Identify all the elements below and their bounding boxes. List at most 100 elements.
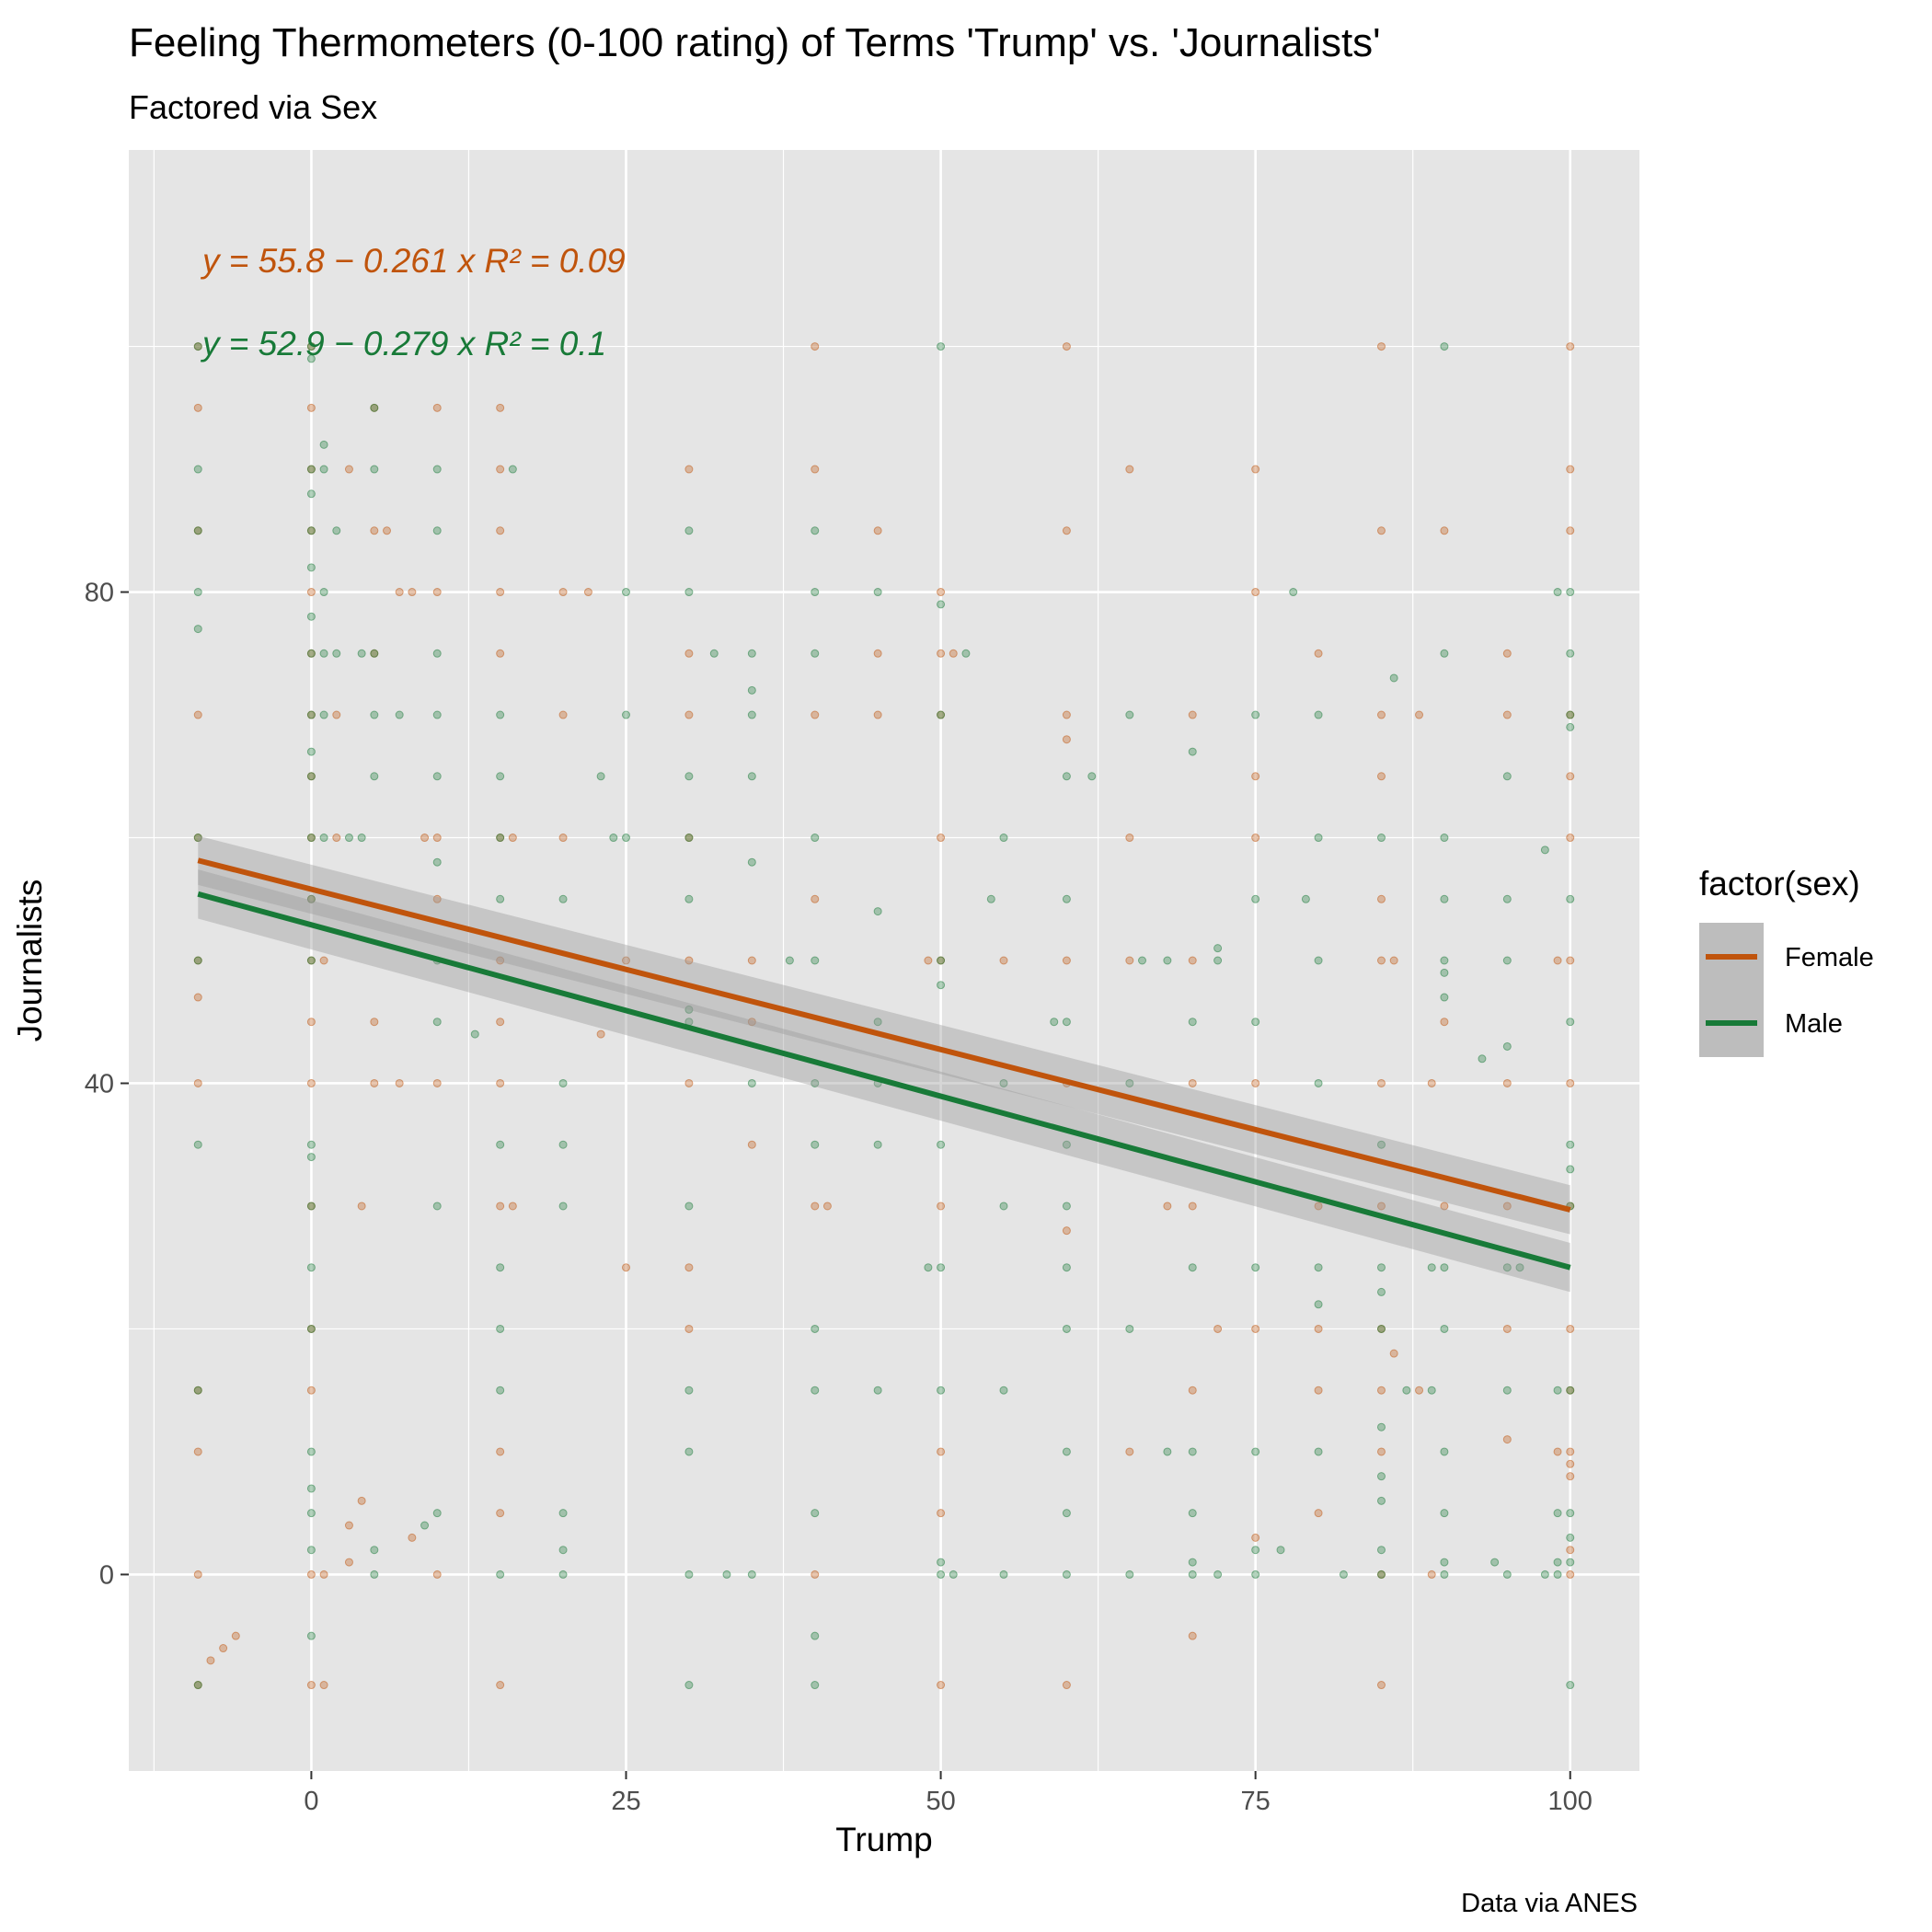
data-point-male xyxy=(684,1005,694,1014)
data-point-male xyxy=(1566,894,1575,903)
data-point-male xyxy=(1553,1509,1562,1518)
data-point-male xyxy=(306,1153,316,1162)
data-point-male xyxy=(1566,1509,1575,1518)
data-point-male xyxy=(1440,1447,1449,1456)
data-point-male xyxy=(1062,1202,1071,1211)
data-point-female xyxy=(306,403,316,412)
data-point-male xyxy=(332,649,341,658)
data-point-female xyxy=(1440,526,1449,535)
data-point-male xyxy=(370,1570,379,1579)
data-point-male xyxy=(1188,1263,1197,1272)
data-point-female xyxy=(1314,649,1323,658)
data-point-male xyxy=(432,1018,442,1027)
data-point-female xyxy=(1163,1202,1172,1211)
data-point-female xyxy=(684,465,694,474)
data-point-female xyxy=(1566,834,1575,843)
data-point-male xyxy=(1566,710,1575,719)
data-point-female xyxy=(496,526,505,535)
data-point-female xyxy=(193,1078,202,1087)
data-point-male xyxy=(684,1570,694,1579)
equation-male: y = 52.9 − 0.279 x R² = 0.1 xyxy=(200,325,606,362)
data-point-female xyxy=(432,588,442,597)
data-point-male xyxy=(432,649,442,658)
data-point-male xyxy=(370,772,379,781)
data-point-male xyxy=(873,907,882,916)
data-point-female xyxy=(1566,1546,1575,1555)
data-point-female xyxy=(370,1078,379,1087)
data-point-female xyxy=(1502,1202,1512,1211)
data-point-female xyxy=(684,1263,694,1272)
data-point-male xyxy=(306,894,316,903)
data-point-female xyxy=(1188,1078,1197,1087)
data-point-male xyxy=(1502,1263,1512,1272)
data-point-male xyxy=(999,1078,1008,1087)
data-point-female xyxy=(1440,1018,1449,1027)
data-point-male xyxy=(1540,845,1549,855)
data-point-female xyxy=(370,526,379,535)
data-point-male xyxy=(1125,1570,1134,1579)
data-point-male xyxy=(1566,1018,1575,1027)
data-point-male xyxy=(1301,894,1310,903)
data-point-male xyxy=(496,1263,505,1272)
data-point-male xyxy=(1276,1546,1285,1555)
data-point-male xyxy=(306,834,316,843)
data-point-female xyxy=(1566,1078,1575,1087)
data-point-female xyxy=(1062,526,1071,535)
data-point-male xyxy=(1427,1263,1436,1272)
data-point-male xyxy=(306,1484,316,1493)
data-point-male xyxy=(1440,894,1449,903)
data-point-female xyxy=(684,1078,694,1087)
data-point-female xyxy=(1125,956,1134,965)
data-point-male xyxy=(1515,1263,1524,1272)
x-tick-label: 25 xyxy=(611,1787,640,1816)
data-point-female xyxy=(1566,1459,1575,1468)
data-point-female xyxy=(937,588,946,597)
data-point-female xyxy=(621,956,630,965)
data-point-female xyxy=(747,1018,756,1027)
data-point-female xyxy=(319,1570,328,1579)
data-point-male xyxy=(684,894,694,903)
data-point-male xyxy=(1553,588,1562,597)
data-point-female xyxy=(1376,956,1386,965)
data-point-male xyxy=(193,625,202,634)
data-point-male xyxy=(193,1386,202,1395)
data-point-female xyxy=(496,1681,505,1690)
data-point-male xyxy=(1490,1558,1500,1567)
data-point-male xyxy=(306,956,316,965)
data-point-female xyxy=(1376,1202,1386,1211)
data-point-female xyxy=(332,834,341,843)
data-point-male xyxy=(306,1546,316,1555)
data-point-male xyxy=(1213,1570,1223,1579)
data-point-female xyxy=(1188,1386,1197,1395)
data-point-male xyxy=(496,772,505,781)
data-point-female xyxy=(1566,342,1575,351)
data-point-female xyxy=(1376,710,1386,719)
data-point-male xyxy=(432,857,442,867)
data-point-female xyxy=(496,1509,505,1518)
data-point-female xyxy=(193,710,202,719)
data-point-female xyxy=(408,1533,417,1542)
chart-subtitle: Factored via Sex xyxy=(129,88,378,126)
data-point-male xyxy=(432,1202,442,1211)
data-point-female xyxy=(1553,1447,1562,1456)
data-point-female xyxy=(306,1681,316,1690)
data-point-male xyxy=(306,612,316,621)
data-point-female xyxy=(496,649,505,658)
data-point-male xyxy=(1376,1422,1386,1432)
data-point-male xyxy=(306,354,316,363)
data-point-male xyxy=(1402,1386,1411,1395)
data-point-male xyxy=(937,956,946,965)
x-tick-label: 50 xyxy=(926,1787,955,1816)
data-point-female xyxy=(319,956,328,965)
data-point-female xyxy=(1502,710,1512,719)
y-tick-label: 40 xyxy=(85,1069,114,1098)
data-point-male xyxy=(1502,1386,1512,1395)
data-point-male xyxy=(1389,673,1398,683)
data-point-male xyxy=(319,588,328,597)
data-point-male xyxy=(937,1140,946,1149)
data-point-female xyxy=(1376,894,1386,903)
data-point-female xyxy=(1125,465,1134,474)
data-point-male xyxy=(193,588,202,597)
data-point-male xyxy=(621,710,630,719)
data-point-male xyxy=(684,834,694,843)
